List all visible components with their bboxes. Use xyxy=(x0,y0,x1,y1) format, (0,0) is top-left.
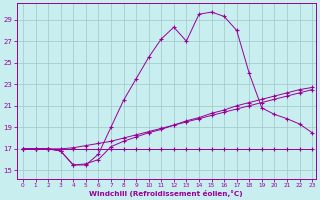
X-axis label: Windchill (Refroidissement éolien,°C): Windchill (Refroidissement éolien,°C) xyxy=(90,190,243,197)
